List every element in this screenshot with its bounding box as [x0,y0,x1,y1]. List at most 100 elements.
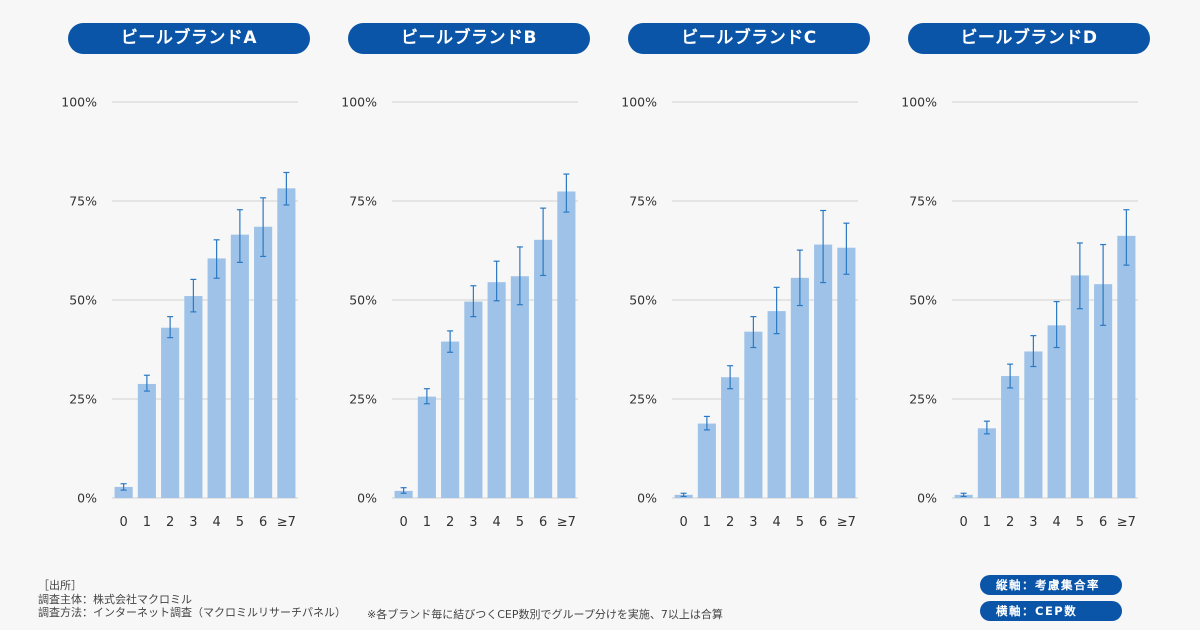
error-bar [120,483,127,491]
x-tick-label: 6 [819,515,827,530]
error-bar [727,365,734,390]
error-bar [703,415,710,431]
y-tick-label: 100% [901,95,937,110]
bar [277,188,296,498]
bar-chart: 0% 25% 50% 75% 100% 0 1 2 3 4 5 6 ≥7 [61,95,298,530]
source-footer: ［出所］ 調査主体：株式会社マクロミル 調査方法：インターネット調査（マクロミル… [38,579,346,620]
x-tick-label: ≥7 [837,515,856,530]
chart-panel-b: ビールブランドB 0% 25% 50% 75% 100% 0 1 2 3 4 5 6 ≥7 [340,0,620,560]
y-tick-label: 25% [629,392,657,407]
chart-title: ビールブランドA [68,23,310,54]
chart-panel-d: ビールブランドD 0% 25% 50% 75% 100% 0 1 2 3 4 5 6 ≥7 [900,0,1180,560]
x-tick-label: 5 [1076,515,1084,530]
error-bar [236,209,243,263]
x-tick-label: ≥7 [557,515,576,530]
y-tick-label: 75% [629,194,657,209]
x-tick-label: 3 [1029,515,1037,530]
error-bar [516,246,523,306]
bar [767,311,786,498]
x-tick-label: 0 [119,515,127,530]
x-tick-label: 1 [983,515,991,530]
bar [697,423,716,498]
bar [417,396,436,498]
x-tick-label: 4 [1052,515,1060,530]
x-tick-label: 2 [726,515,734,530]
x-tick-label: 0 [679,515,687,530]
survey-subject: 調査主体：株式会社マクロミル [38,592,192,606]
chart-panel-c: ビールブランドC 0% 25% 50% 75% 100% 0 1 2 3 4 5 6 ≥7 [620,0,900,560]
error-bar [423,388,430,405]
x-tick-label: 0 [959,515,967,530]
error-bar [400,487,407,494]
x-tick-label: 3 [749,515,757,530]
bar [1001,376,1020,498]
horizontal-axis-legend-text: 横軸：CEP数 [996,604,1078,618]
x-tick-label: 1 [703,515,711,530]
source-label: ［出所］ [38,579,82,592]
x-tick-label: 4 [492,515,500,530]
y-tick-label: 50% [629,293,657,308]
bar [557,191,576,498]
vertical-axis-legend: 縦軸：考慮集合率 [980,575,1122,595]
y-tick-label: 0% [637,491,657,506]
bar [977,428,996,498]
y-tick-label: 50% [349,293,377,308]
error-bar [1053,300,1060,349]
vertical-axis-legend-text: 縦軸：考慮集合率 [996,578,1100,592]
error-bar [143,374,150,392]
x-tick-label: 1 [143,515,151,530]
error-bar [773,286,780,335]
footnote: ※各ブランド毎に結びつくCEP数別でグループ分けを実施、7以上は合算 [367,608,723,621]
bar [534,239,553,499]
bar [394,490,413,498]
x-tick-label: ≥7 [277,515,296,530]
bar [837,247,856,498]
x-tick-label: 4 [772,515,780,530]
chart-title: ビールブランドC [628,23,870,54]
chart-panel-a: ビールブランドA 0% 25% 50% 75% 100% 0 1 2 3 4 5 6 ≥7 [60,0,340,560]
y-tick-label: 25% [349,392,377,407]
error-bar [190,278,197,313]
bar [1070,275,1089,498]
error-bar [213,239,220,279]
x-tick-label: 2 [166,515,174,530]
bar [487,282,506,498]
error-bar [1007,363,1014,389]
error-bar [983,420,990,435]
bar [207,258,226,498]
error-bar [960,492,967,498]
y-tick-label: 75% [349,194,377,209]
bar [114,486,133,498]
bar [814,244,833,498]
error-bar [493,260,500,302]
error-bar [1076,242,1083,310]
x-tick-label: 2 [446,515,454,530]
bar [184,296,203,498]
bar [790,277,809,498]
error-bar [470,285,477,318]
y-tick-label: 75% [69,194,97,209]
error-bar [750,316,757,349]
y-tick-label: 0% [77,491,97,506]
error-bar [1100,243,1107,326]
y-tick-label: 25% [909,392,937,407]
bar [230,234,249,498]
error-bar [680,492,687,498]
y-tick-label: 25% [69,392,97,407]
y-tick-label: 0% [917,491,937,506]
x-tick-label: 6 [539,515,547,530]
survey-method: 調査方法：インターネット調査（マクロミルリサーチパネル） [38,606,346,619]
bar [744,331,763,498]
error-bar [563,173,570,213]
error-bar [1030,335,1037,368]
chart-title: ビールブランドD [908,23,1150,54]
bar [464,301,483,498]
x-tick-label: ≥7 [1117,515,1136,530]
bar-chart: 0% 25% 50% 75% 100% 0 1 2 3 4 5 6 ≥7 [621,95,858,530]
x-tick-label: 6 [259,515,267,530]
x-tick-label: 5 [516,515,524,530]
chart-title: ビールブランドB [348,23,590,54]
x-tick-label: 5 [796,515,804,530]
bar [1024,351,1043,498]
horizontal-axis-legend: 横軸：CEP数 [980,601,1122,621]
